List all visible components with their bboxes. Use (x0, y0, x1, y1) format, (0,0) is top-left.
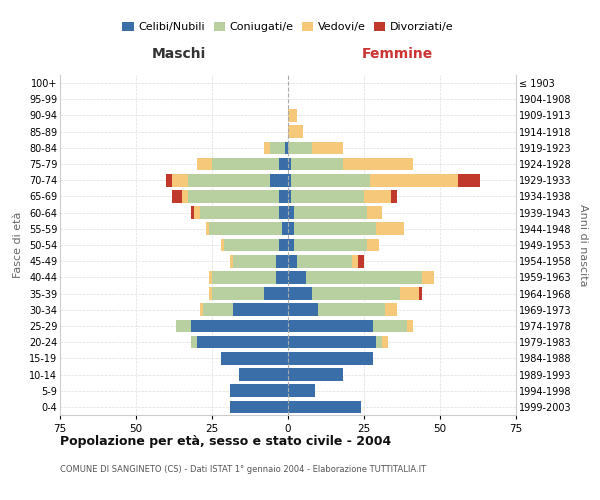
Bar (172, 190, 182, 202)
Bar (224, 238, 279, 252)
Bar (209, 288, 212, 300)
Bar (194, 206, 200, 219)
Bar (385, 304, 397, 316)
Bar (306, 271, 422, 283)
Bar (203, 304, 233, 316)
Bar (288, 352, 373, 364)
Bar (200, 304, 203, 316)
Bar (288, 400, 361, 413)
Bar (263, 288, 288, 300)
Bar (288, 368, 343, 381)
Y-axis label: Fasce di età: Fasce di età (13, 212, 23, 278)
Bar (197, 158, 212, 170)
Bar (294, 206, 367, 219)
Bar (212, 271, 276, 283)
Text: COMUNE DI SANGINETO (CS) - Dati ISTAT 1° gennaio 2004 - Elaborazione TUTTITALIA.: COMUNE DI SANGINETO (CS) - Dati ISTAT 1°… (60, 465, 426, 474)
Bar (319, 304, 385, 316)
Bar (288, 222, 294, 235)
Bar (288, 238, 294, 252)
Bar (291, 174, 370, 186)
Bar (191, 336, 197, 348)
Bar (282, 222, 288, 235)
Bar (288, 336, 376, 348)
Bar (279, 206, 288, 219)
Bar (197, 336, 288, 348)
Bar (407, 320, 413, 332)
Bar (294, 238, 367, 252)
Bar (270, 174, 288, 186)
Bar (233, 255, 276, 268)
Bar (263, 142, 270, 154)
Bar (176, 320, 191, 332)
Bar (288, 142, 313, 154)
Bar (288, 158, 291, 170)
Bar (279, 190, 288, 202)
Bar (288, 109, 297, 122)
Bar (212, 288, 263, 300)
Bar (188, 190, 279, 202)
Bar (364, 190, 391, 202)
Bar (221, 238, 224, 252)
Bar (212, 158, 279, 170)
Bar (352, 255, 358, 268)
Bar (182, 190, 188, 202)
Bar (288, 174, 291, 186)
Bar (209, 222, 282, 235)
Bar (419, 288, 422, 300)
Bar (358, 255, 364, 268)
Bar (288, 255, 297, 268)
Bar (279, 158, 288, 170)
Bar (367, 206, 382, 219)
Bar (230, 384, 288, 397)
Bar (288, 384, 316, 397)
Bar (270, 142, 285, 154)
Bar (297, 255, 352, 268)
Bar (288, 190, 291, 202)
Bar (382, 336, 388, 348)
Bar (239, 368, 288, 381)
Bar (291, 158, 343, 170)
Bar (200, 206, 279, 219)
Bar (400, 288, 419, 300)
Bar (233, 304, 288, 316)
Bar (313, 142, 343, 154)
Bar (206, 222, 209, 235)
Bar (221, 352, 288, 364)
Bar (373, 320, 407, 332)
Text: Maschi: Maschi (151, 48, 206, 62)
Bar (376, 222, 404, 235)
Bar (422, 271, 434, 283)
Bar (458, 174, 479, 186)
Bar (288, 288, 313, 300)
Bar (288, 126, 303, 138)
Bar (313, 288, 400, 300)
Bar (288, 206, 294, 219)
Bar (191, 206, 194, 219)
Bar (288, 304, 319, 316)
Bar (209, 271, 212, 283)
Bar (230, 400, 288, 413)
Bar (276, 271, 288, 283)
Text: Popolazione per età, sesso e stato civile - 2004: Popolazione per età, sesso e stato civil… (60, 435, 391, 448)
Bar (166, 174, 172, 186)
Y-axis label: Anni di nascita: Anni di nascita (578, 204, 588, 286)
Bar (391, 190, 397, 202)
Text: Femmine: Femmine (362, 48, 433, 62)
Bar (291, 190, 364, 202)
Bar (367, 238, 379, 252)
Bar (172, 174, 188, 186)
Bar (285, 142, 288, 154)
Legend: Celibi/Nubili, Coniugati/e, Vedovi/e, Divorziati/e: Celibi/Nubili, Coniugati/e, Vedovi/e, Di… (120, 20, 456, 34)
Bar (230, 255, 233, 268)
Bar (288, 320, 373, 332)
Bar (191, 320, 288, 332)
Bar (276, 255, 288, 268)
Bar (188, 174, 270, 186)
Bar (376, 336, 382, 348)
Bar (343, 158, 413, 170)
Bar (370, 174, 458, 186)
Bar (288, 271, 306, 283)
Bar (279, 238, 288, 252)
Bar (294, 222, 376, 235)
